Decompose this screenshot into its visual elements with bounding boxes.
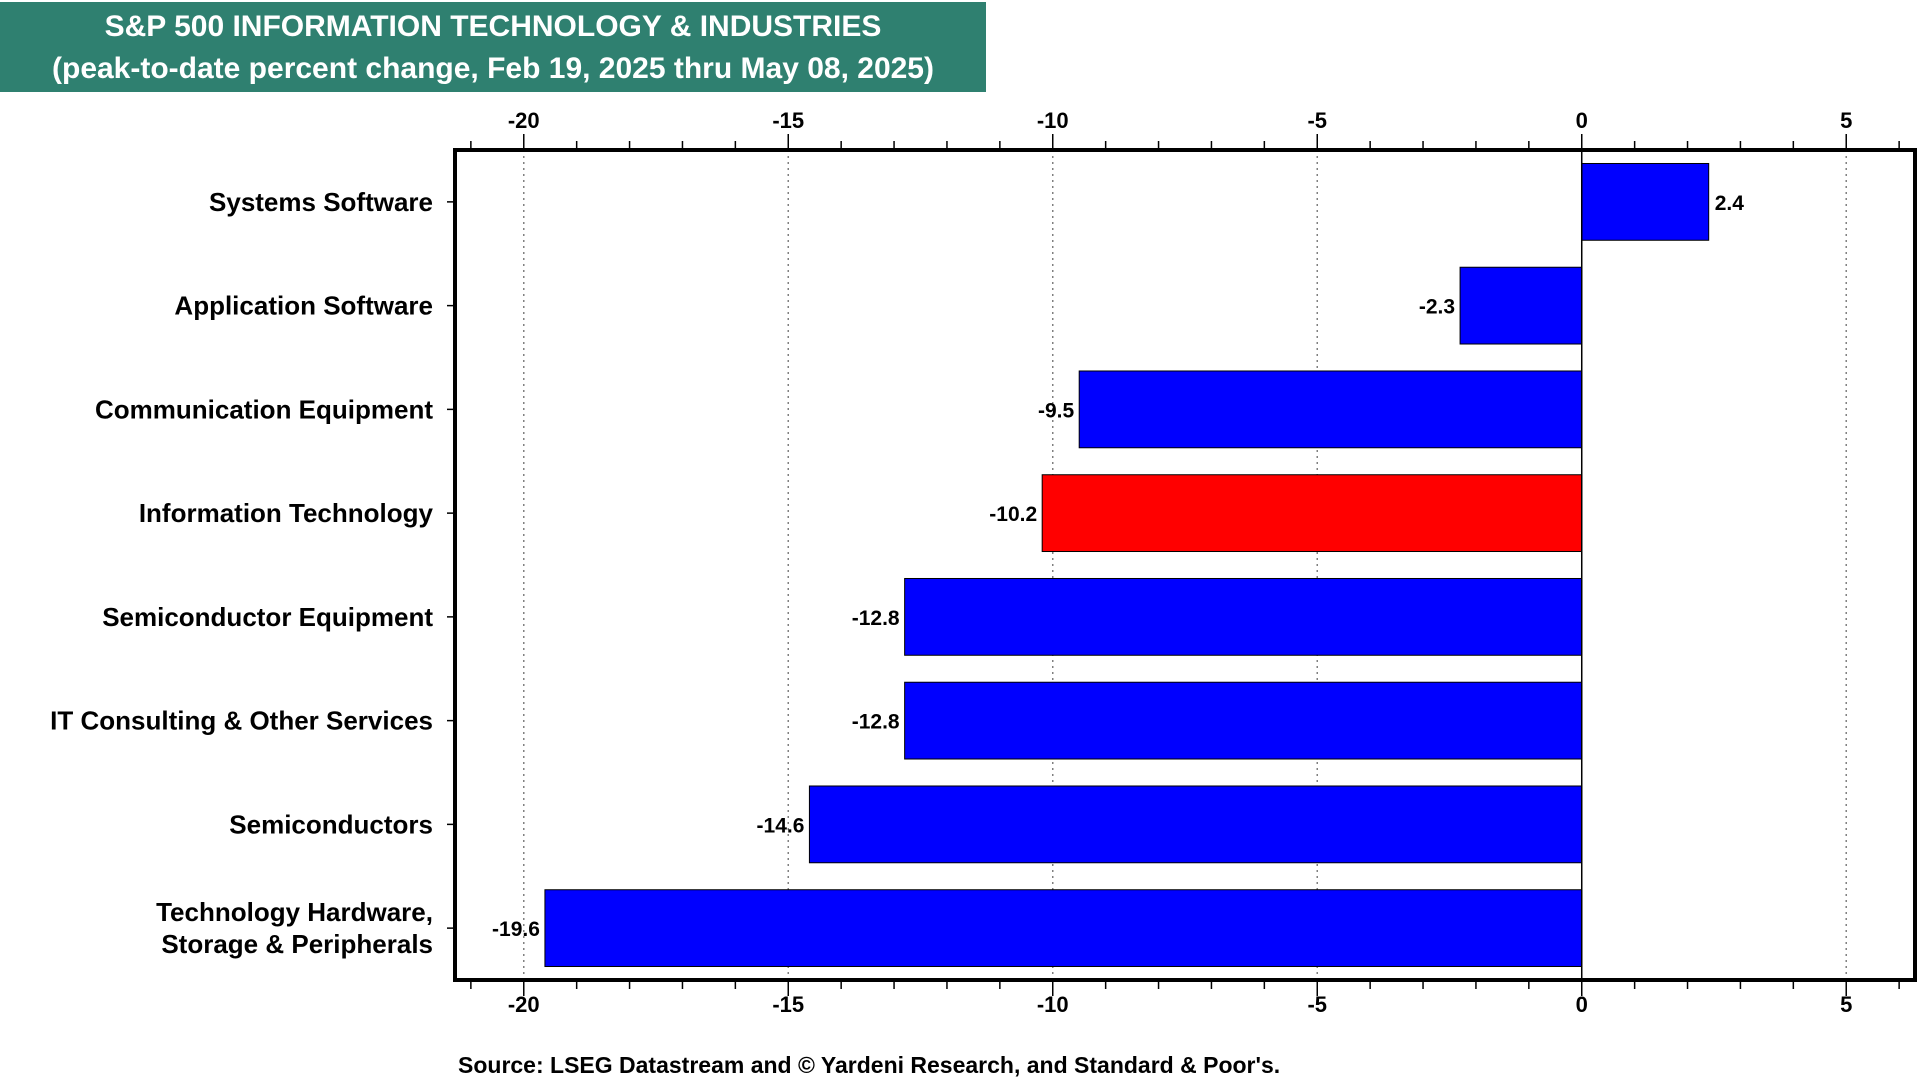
- x-tick-label-bottom: -15: [772, 992, 804, 1017]
- category-label: Communication Equipment: [95, 394, 433, 424]
- bar: [904, 577, 1583, 656]
- axis-ticks: [447, 134, 1900, 996]
- bar-value-label: -2.3: [1419, 296, 1455, 319]
- category-label: Information Technology: [139, 498, 434, 528]
- bar: [808, 785, 1583, 864]
- bar-value-label: -14.6: [757, 814, 805, 837]
- x-tick-label-bottom: -5: [1307, 992, 1327, 1017]
- category-label: Storage & Peripherals: [161, 929, 433, 959]
- bar-value-label: -10.2: [989, 503, 1037, 526]
- x-tick-label-top: -20: [508, 108, 540, 133]
- chart-subtitle: (peak-to-date percent change, Feb 19, 20…: [52, 52, 934, 85]
- bar: [904, 681, 1583, 760]
- x-tick-label-top: -10: [1037, 108, 1069, 133]
- axis-labels: Systems Software Application Software Comm…: [50, 108, 1852, 1017]
- bars: 2.4 -2.3 -9.5 -10.2 -12.8 -12.8 -14.6 -19.6: [492, 162, 1745, 968]
- bar: [1459, 266, 1583, 345]
- bar: [1041, 474, 1583, 553]
- bar-value-label: -19.6: [492, 918, 540, 941]
- category-label: Semiconductor Equipment: [102, 602, 433, 632]
- bar-value-label: 2.4: [1715, 192, 1745, 215]
- category-label: Application Software: [174, 291, 433, 321]
- bar: [544, 889, 1583, 968]
- category-label: Technology Hardware,: [156, 897, 433, 927]
- bar: [1581, 162, 1710, 241]
- bar: [1078, 370, 1583, 449]
- x-tick-label-bottom: 5: [1840, 992, 1852, 1017]
- bar-value-label: -12.8: [852, 607, 900, 630]
- x-tick-label-bottom: -10: [1037, 992, 1069, 1017]
- x-tick-label-top: -15: [772, 108, 804, 133]
- chart-title-box: S&P 500 INFORMATION TECHNOLOGY & INDUSTR…: [0, 2, 986, 92]
- plot-frame: [453, 148, 1917, 982]
- category-label: Systems Software: [209, 187, 433, 217]
- chart-title: S&P 500 INFORMATION TECHNOLOGY & INDUSTR…: [104, 10, 882, 43]
- plot-border: [453, 148, 1917, 982]
- bar-value-label: -12.8: [852, 711, 900, 734]
- x-tick-label-bottom: -20: [508, 992, 540, 1017]
- source-note: Source: LSEG Datastream and © Yardeni Re…: [458, 1052, 1280, 1078]
- x-tick-label-top: 0: [1576, 108, 1588, 133]
- bar-value-label: -9.5: [1038, 399, 1075, 422]
- x-tick-label-top: -5: [1307, 108, 1327, 133]
- category-label: Semiconductors: [229, 809, 433, 839]
- x-tick-label-bottom: 0: [1576, 992, 1588, 1017]
- x-tick-label-top: 5: [1840, 108, 1852, 133]
- category-label: IT Consulting & Other Services: [50, 706, 433, 736]
